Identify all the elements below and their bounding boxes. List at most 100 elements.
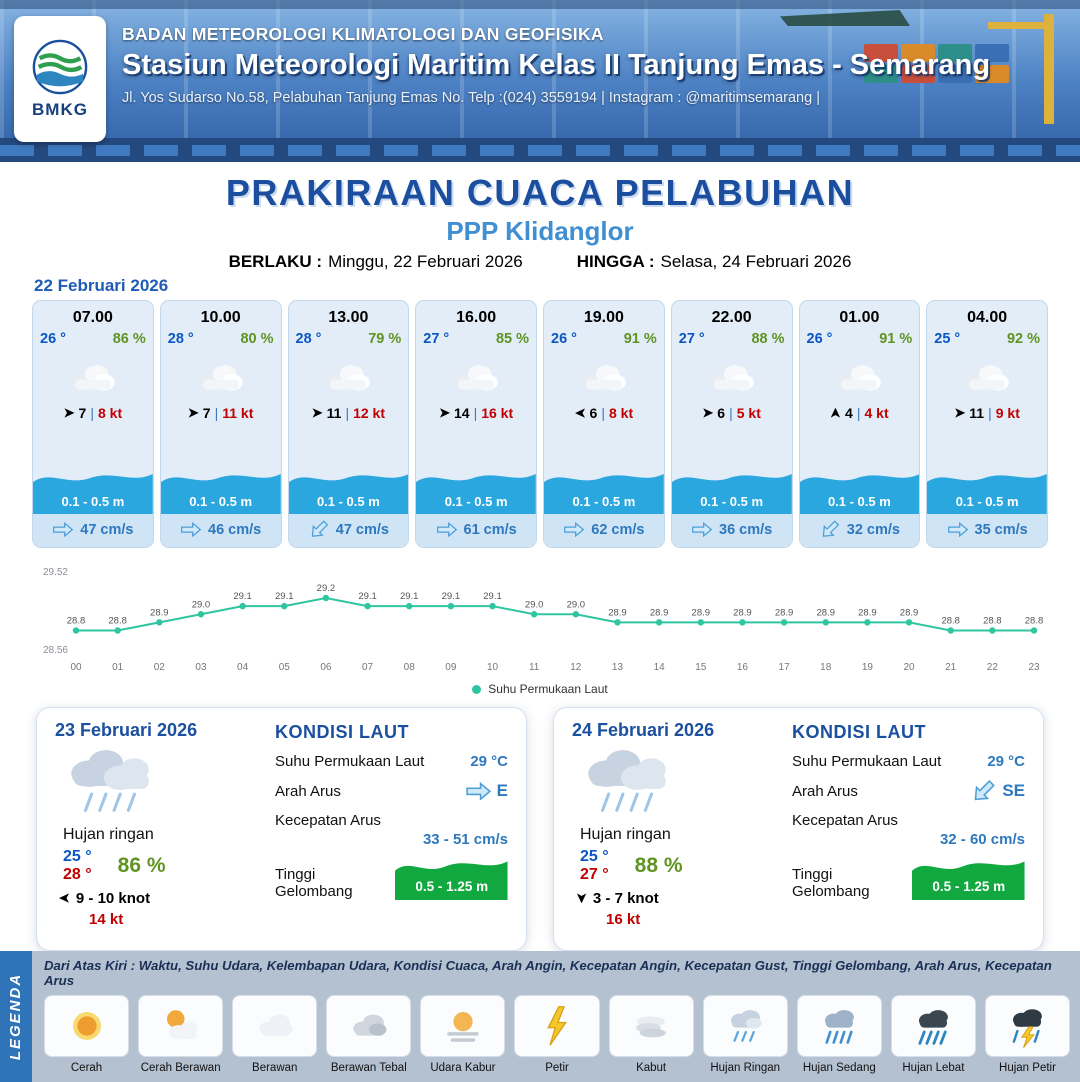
current-speed-label: Kecepatan Arus xyxy=(275,812,381,829)
title-section: PRAKIRAAN CUACA PELABUHAN PPP Klidanglor… xyxy=(0,162,1080,272)
svg-text:29.2: 29.2 xyxy=(317,583,336,594)
separator: | xyxy=(601,405,605,421)
daily-condition: Hujan ringan xyxy=(63,825,154,843)
light-rain-icon xyxy=(702,995,788,1057)
current-direction-icon xyxy=(691,522,713,538)
cloudy-icon xyxy=(416,347,536,405)
wave-height-band: 0.1 - 0.5 m xyxy=(544,464,664,514)
cloudy-icon xyxy=(800,347,920,405)
station-address: Jl. Yos Sudarso No.58, Pelabuhan Tanjung… xyxy=(122,90,820,106)
validity-line: BERLAKU : Minggu, 22 Februari 2026 HINGGA … xyxy=(0,252,1080,272)
berlaku-label: BERLAKU : xyxy=(228,252,323,271)
svg-text:28.9: 28.9 xyxy=(858,607,877,618)
forecast-date: 22 Februari 2026 xyxy=(34,276,169,295)
cloudy-icon xyxy=(161,347,281,405)
sea-current-row: 36 cm/s xyxy=(671,514,792,547)
svg-text:23: 23 xyxy=(1028,662,1040,673)
wind-direction-icon: ➤ xyxy=(954,405,966,420)
current-direction-icon xyxy=(817,517,843,543)
separator: | xyxy=(856,405,861,421)
separator: | xyxy=(214,405,219,421)
wind-direction-icon: ➤ xyxy=(63,405,75,420)
current-direction-icon xyxy=(563,522,585,538)
svg-text:15: 15 xyxy=(695,662,707,673)
wave-height-band: 0.1 - 0.5 m xyxy=(927,464,1047,514)
humidity: 91 % xyxy=(879,331,913,347)
svg-text:18: 18 xyxy=(820,662,832,673)
wind-gust: 4 kt xyxy=(864,405,889,421)
current-speed: 32 cm/s xyxy=(846,522,900,538)
svg-text:29.0: 29.0 xyxy=(192,599,211,610)
sst-chart-section: 29.52 28.56 28.8 00 28.8 01 28.9 02 29.0 03 29.1 04… xyxy=(30,554,1050,697)
wave-height-band: 0.1 - 0.5 m xyxy=(799,464,920,514)
svg-text:28.8: 28.8 xyxy=(983,616,1002,627)
wind-gust: 11 kt xyxy=(222,405,254,421)
wind-direction-icon: ➤ xyxy=(574,892,590,904)
current-direction-icon xyxy=(52,522,74,538)
svg-text:17: 17 xyxy=(779,662,791,673)
wind-direction-icon: ➤ xyxy=(439,405,450,420)
forecast-time: 19.00 xyxy=(583,309,624,326)
wave-height-value: 0.1 - 0.5 m xyxy=(189,494,253,509)
separator: | xyxy=(473,405,478,421)
wind-gust: 8 kt xyxy=(97,405,123,421)
daily-wind-speed: 3 - 7 knot xyxy=(592,889,659,907)
svg-text:28.8: 28.8 xyxy=(67,616,86,627)
air-temperature: 28 ° xyxy=(295,331,322,347)
wave-height-band: 0.1 - 0.5 m xyxy=(416,464,536,514)
legend-item: Hujan Ringan xyxy=(702,995,788,1074)
current-direction-value: E xyxy=(496,781,508,800)
sea-current-row: 46 cm/s xyxy=(160,514,281,547)
humidity: 80 % xyxy=(240,331,274,347)
svg-text:08: 08 xyxy=(404,662,416,673)
svg-text:29.52: 29.52 xyxy=(43,567,68,578)
svg-text:28.9: 28.9 xyxy=(733,607,752,618)
wind-gust: 9 kt xyxy=(995,405,1020,421)
air-temperature: 25 ° xyxy=(934,331,961,347)
wave-height-band: 0.1 - 0.5 m xyxy=(288,464,409,514)
thunderstorm-icon xyxy=(984,995,1071,1057)
current-speed: 36 cm/s xyxy=(719,522,773,538)
berlaku-value: Minggu, 22 Februari 2026 xyxy=(328,252,523,271)
sea-current-row: 47 cm/s xyxy=(33,514,153,547)
forecast-card: 04.00 25 ° 92 % ➤ 11 | 9 kt 0.1 - 0.5 m xyxy=(926,300,1048,548)
forecast-time: 22.00 xyxy=(711,309,752,326)
bmkg-logo: BMKG xyxy=(14,16,106,142)
sea-current-row: 61 cm/s xyxy=(416,514,536,547)
wind-speed: 11 xyxy=(326,405,342,421)
green-wave-icon xyxy=(912,861,1025,900)
forecast-card: 19.00 26 ° 91 % ➤ 6 | 8 kt 0.1 - 0.5 m xyxy=(543,300,665,548)
forecast-card: 01.00 26 ° 91 % ➤ 4 | 4 kt 0.1 - 0.5 m xyxy=(798,300,921,548)
svg-text:29.0: 29.0 xyxy=(525,599,544,610)
sea-current-row: 35 cm/s xyxy=(927,514,1047,547)
air-temperature: 26 ° xyxy=(40,331,66,347)
haze-icon xyxy=(420,995,506,1057)
svg-text:28.9: 28.9 xyxy=(150,607,169,618)
humidity: 79 % xyxy=(368,331,402,347)
svg-text:29.1: 29.1 xyxy=(233,591,252,602)
wave-shape-icon xyxy=(671,474,792,514)
svg-text:28.9: 28.9 xyxy=(900,607,919,618)
wave-height-value: 0.1 - 0.5 m xyxy=(61,494,125,509)
green-wave-icon xyxy=(395,861,508,900)
svg-text:09: 09 xyxy=(445,662,457,673)
daily-temp-min: 25 ° xyxy=(580,847,609,865)
svg-text:05: 05 xyxy=(279,662,291,673)
chart-legend: Suhu Permukaan Laut xyxy=(30,681,1050,697)
cloudy-icon xyxy=(232,995,318,1057)
humidity: 92 % xyxy=(1006,331,1040,347)
wind-row: ➤ 11 | 12 kt xyxy=(289,405,409,427)
wind-row: ➤ 11 | 9 kt xyxy=(927,405,1047,427)
wind-row: ➤ 4 | 4 kt xyxy=(800,405,920,427)
bench-row-decor xyxy=(0,145,1080,156)
svg-text:29.1: 29.1 xyxy=(275,591,294,602)
wind-direction-icon: ➤ xyxy=(827,407,843,419)
wind-speed: 7 xyxy=(78,405,87,421)
svg-text:29.0: 29.0 xyxy=(567,599,586,610)
wave-height-value: 0.5 - 1.25 m xyxy=(932,879,1006,894)
humidity: 85 % xyxy=(495,331,529,347)
moderate-rain-icon xyxy=(796,995,882,1057)
svg-text:12: 12 xyxy=(570,662,582,673)
daily-forecast-card: 23 Februari 2026 xyxy=(36,707,527,951)
svg-text:21: 21 xyxy=(945,662,957,673)
